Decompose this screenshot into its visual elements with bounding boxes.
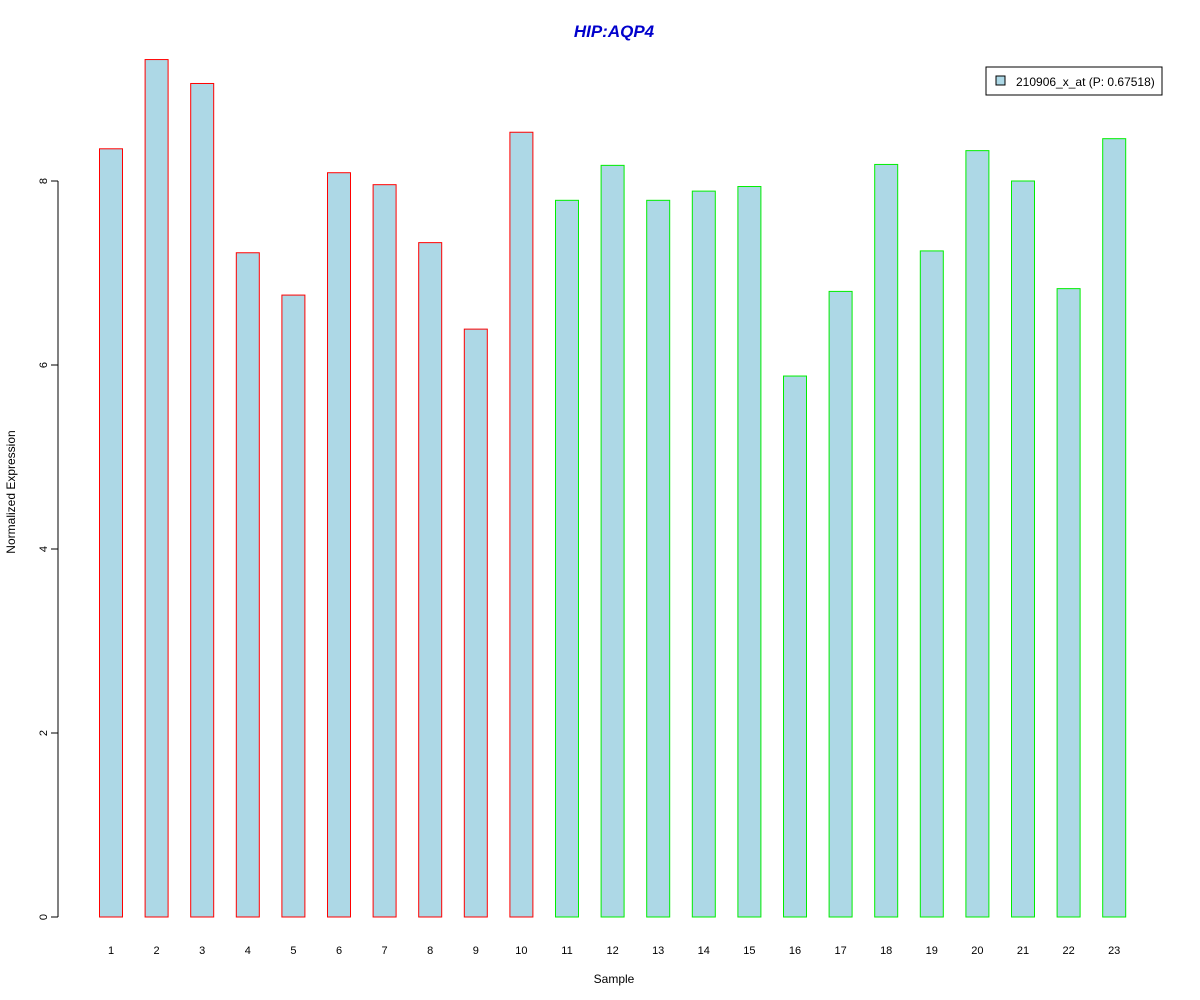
bar-sample-10 [509,131,534,918]
bars-group [99,59,1127,918]
x-tick-label: 6 [336,945,342,957]
x-tick-label: 7 [382,945,388,957]
bar-sample-16 [783,375,807,918]
legend-swatch [995,75,1006,86]
x-tick-label: 22 [1062,945,1074,957]
x-tick-label: 15 [743,945,755,957]
bar-sample-11 [555,199,579,918]
x-tick-label: 18 [880,945,892,957]
x-axis-label: Sample [594,972,635,986]
x-tick-label: 21 [1017,945,1029,957]
y-tick-label: 4 [38,546,50,552]
x-tick-label: 1 [108,945,114,957]
x-tick-label: 20 [971,945,983,957]
x-tick-labels: 1 2 3 4 5 6 7 8 9 10 11 12 13 14 15 16 17 18 19 20 21 22 23 [108,945,1120,957]
chart-title: HIP:AQP4 [574,22,655,41]
y-tick-label: 0 [38,914,50,920]
bar-sample-13 [646,199,671,918]
bar-sample-6 [327,172,351,918]
x-tick-label: 14 [698,945,710,957]
x-tick-label: 3 [199,945,205,957]
y-tick-label: 6 [38,362,50,368]
x-tick-label: 13 [652,945,664,957]
x-tick-label: 10 [515,945,527,957]
bar-sample-3 [190,82,215,918]
x-tick-label: 11 [561,945,572,957]
legend: 210906_x_at (P: 0.67518) [985,66,1163,96]
bar-sample-22 [1056,288,1081,918]
x-tick-label: 4 [245,945,251,957]
y-axis: 0 2 4 6 8 [38,178,59,920]
y-tick-label: 8 [38,178,50,184]
bar-sample-2 [144,59,169,918]
x-tick-label: 5 [290,945,296,957]
y-tick-label: 2 [38,730,50,736]
bar-sample-20 [965,150,990,918]
legend-box [985,66,1163,96]
bar-sample-17 [828,290,853,918]
x-tick-label: 16 [789,945,801,957]
x-tick-label: 19 [926,945,938,957]
y-axis-label: Normalized Expression [4,430,18,553]
bar-sample-19 [919,250,944,918]
bar-sample-1 [99,148,123,918]
x-tick-label: 12 [606,945,618,957]
bar-sample-12 [600,164,625,918]
x-tick-label: 2 [154,945,160,957]
bar-sample-8 [418,242,443,918]
x-tick-label: 17 [834,945,846,957]
bar-sample-21 [1011,180,1035,918]
bar-sample-23 [1102,138,1127,918]
x-tick-label: 23 [1108,945,1120,957]
bar-sample-18 [874,163,899,918]
bar-sample-4 [235,252,260,918]
bar-sample-14 [691,190,716,918]
x-tick-label: 8 [427,945,433,957]
bar-sample-15 [737,186,762,918]
bar-sample-7 [372,184,397,918]
x-tick-label: 9 [473,945,479,957]
legend-label: 210906_x_at (P: 0.67518) [1016,75,1155,89]
bar-sample-5 [281,294,306,918]
bar-sample-9 [463,328,488,918]
